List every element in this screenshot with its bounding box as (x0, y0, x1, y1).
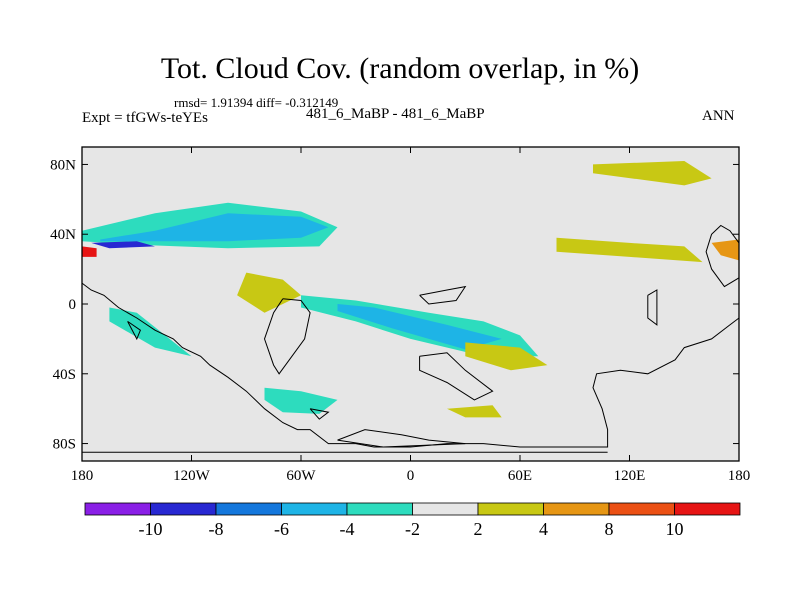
coastline-9 (127, 320, 142, 341)
colorbar-swatch-1 (150, 502, 217, 516)
coastline-2 (263, 298, 311, 375)
y-tick-label: 80S (53, 437, 76, 453)
y-tick-label: 40S (53, 367, 76, 383)
region-indian-nh (556, 237, 703, 263)
region-w-edge-hot (82, 246, 97, 257)
region-n-pacific-min (91, 241, 155, 249)
stats-label: rmsd= 1.91394 diff= -0.312149 (174, 95, 339, 110)
colorbar-label: 10 (666, 519, 684, 539)
season-label: ANN (702, 108, 735, 124)
case-label: 481_6_MaBP - 481_6_MaBP (306, 106, 485, 122)
colorbar-swatch-4 (346, 502, 413, 516)
coastline-3 (419, 352, 494, 401)
colorbar-label: 8 (605, 519, 614, 539)
region-sw-pacific (109, 307, 192, 357)
region-japan-hot (711, 239, 739, 261)
coastline-10 (309, 408, 330, 420)
colorbar-label: 2 (474, 519, 483, 539)
coastline-5 (647, 289, 658, 326)
y-tick-label: 80N (50, 157, 76, 173)
region-south-atlantic (264, 387, 338, 414)
colorbar-label: -8 (209, 519, 224, 539)
coastline-1 (81, 282, 740, 448)
region-n-pacific-core (100, 213, 329, 242)
colorbar-label: -4 (340, 519, 355, 539)
colorbar-swatch-3 (281, 502, 348, 516)
experiment-label: Expt = tfGWs-teYEs (82, 110, 208, 126)
colorbar-swatch-8 (608, 502, 675, 516)
x-tick-label: 60E (508, 468, 532, 484)
region-east-pacific-core (337, 304, 502, 350)
colorbar-swatch-0 (84, 502, 151, 516)
x-tick-label: 120W (173, 468, 211, 484)
chart-title: Tot. Cloud Cov. (random overlap, in %) (160, 52, 640, 85)
colorbar-swatch-7 (543, 502, 610, 516)
colorbar-swatch-2 (215, 502, 282, 516)
region-central-pacific (237, 272, 301, 313)
coastline-4 (419, 285, 467, 305)
colorbar-label: 4 (539, 519, 548, 539)
colorbar-swatch-9 (674, 502, 741, 516)
x-tick-label: 60W (286, 468, 316, 484)
region-arctic-east (593, 161, 712, 186)
x-tick-label: 0 (407, 468, 415, 484)
colorbar-label: -2 (405, 519, 420, 539)
y-tick-label: 40N (50, 227, 76, 243)
colorbar-label: -6 (274, 519, 289, 539)
plot-background (82, 147, 739, 461)
colorbar-swatch-6 (477, 502, 544, 516)
y-tick-label: 0 (69, 297, 77, 313)
coastline-6 (337, 429, 466, 448)
x-tick-label: 120E (614, 468, 646, 484)
x-tick-label: 180 (728, 468, 751, 484)
region-s-ocean (447, 405, 502, 418)
colorbar-label: -10 (139, 519, 163, 539)
x-tick-label: 180 (71, 468, 94, 484)
colorbar-swatch-5 (412, 502, 479, 516)
region-se-pacific (465, 342, 548, 371)
